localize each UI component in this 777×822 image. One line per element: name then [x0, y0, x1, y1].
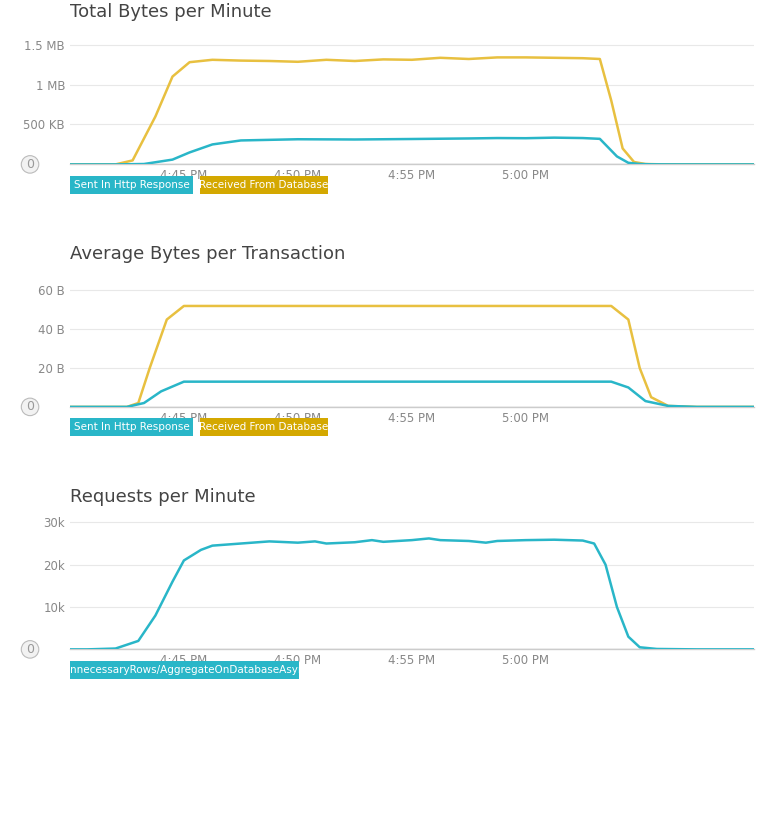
Text: Sent In Http Response: Sent In Http Response — [74, 423, 190, 432]
Text: 0: 0 — [26, 643, 34, 656]
Text: Received From Database: Received From Database — [199, 423, 329, 432]
Text: Requests per Minute: Requests per Minute — [70, 487, 256, 506]
Text: Total Bytes per Minute: Total Bytes per Minute — [70, 2, 271, 21]
Text: 0: 0 — [26, 158, 34, 171]
Text: Received From Database: Received From Database — [199, 180, 329, 190]
Text: 0: 0 — [26, 400, 34, 413]
Text: Sent In Http Response: Sent In Http Response — [74, 180, 190, 190]
Text: Average Bytes per Transaction: Average Bytes per Transaction — [70, 245, 345, 263]
Text: /UnnecessaryRows/AggregateOnDatabaseAsync: /UnnecessaryRows/AggregateOnDatabaseAsyn… — [59, 665, 310, 675]
